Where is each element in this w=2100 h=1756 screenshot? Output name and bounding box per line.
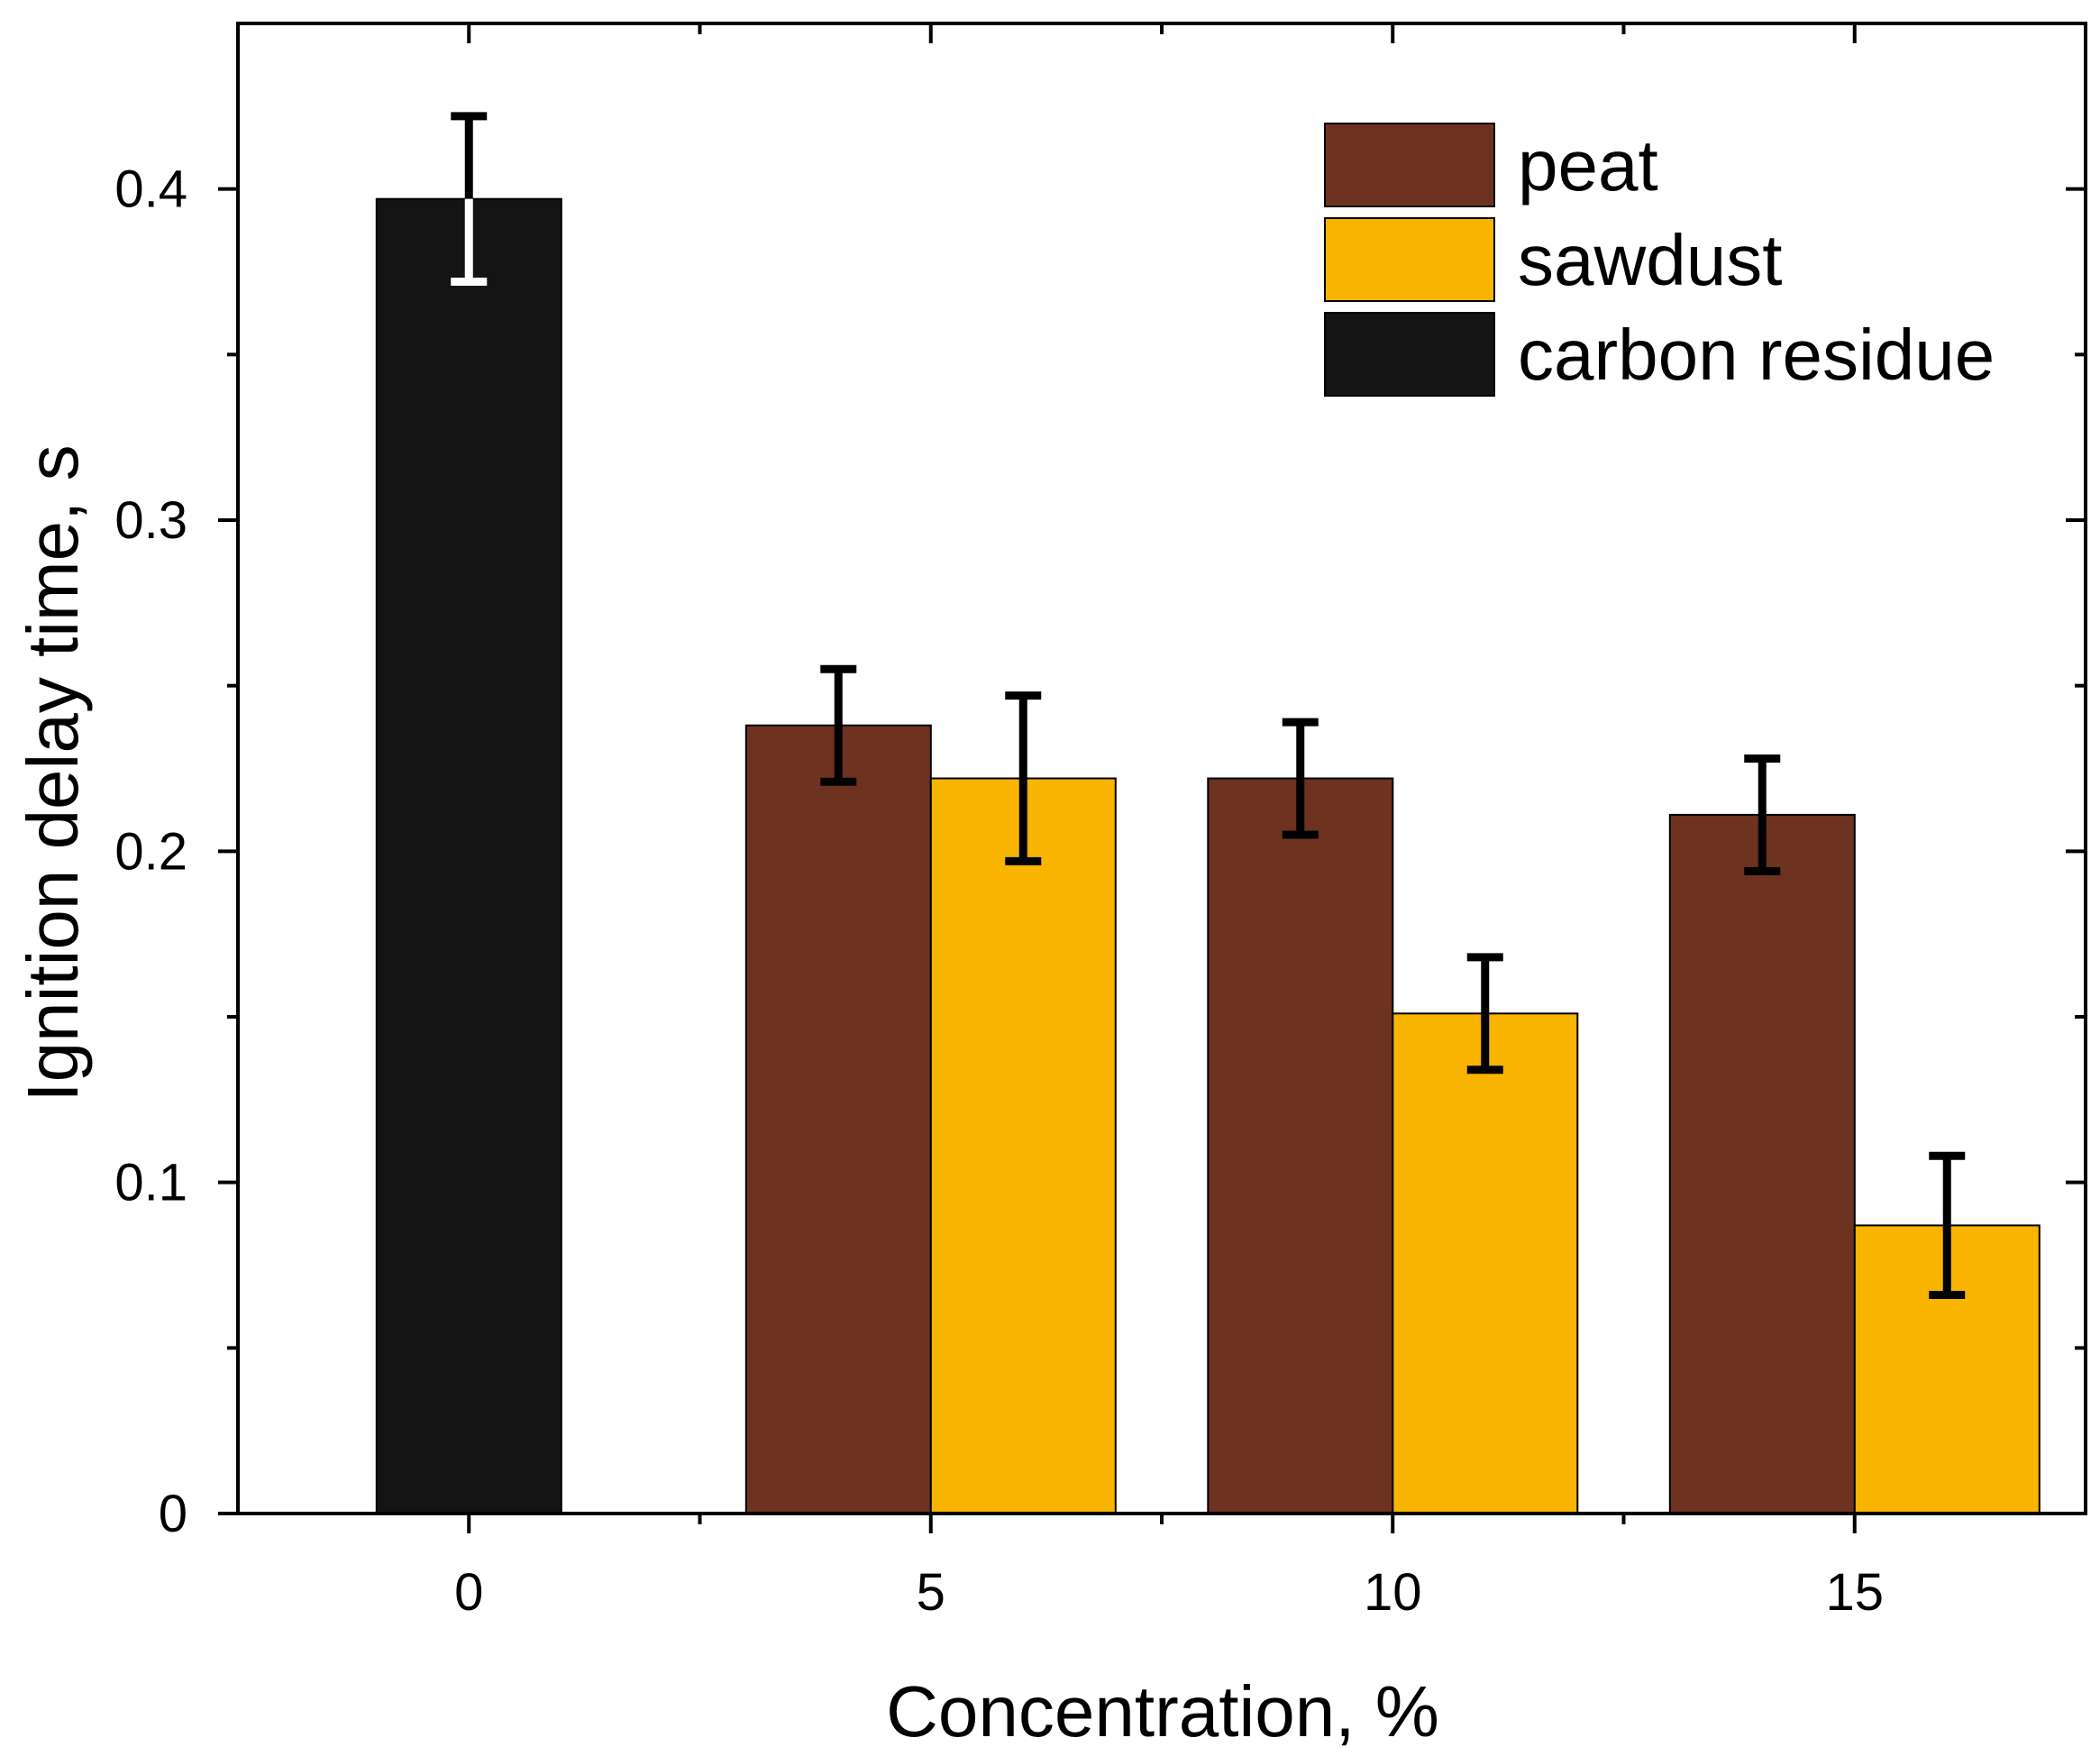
legend-swatch-sawdust (1324, 217, 1495, 302)
legend: peat sawdust carbon residue (1324, 123, 1995, 397)
legend-swatch-peat (1324, 123, 1495, 207)
error-bar-peat-15 (1744, 754, 1781, 875)
bar-carbon-residue-0 (375, 197, 562, 1515)
x-axis-title: Concentration, % (886, 1671, 1439, 1751)
bar-sawdust-10 (1392, 1012, 1579, 1515)
y-axis-title: Ignition delay time, s (13, 444, 93, 1102)
x-tick-label: 15 (1825, 1563, 1884, 1622)
axes-layer (218, 22, 2087, 1533)
y-tick-label: 0.3 (114, 491, 187, 550)
error-bar-sawdust-5 (1005, 691, 1042, 865)
x-tick-label: 0 (454, 1563, 483, 1622)
x-tick-label: 10 (1364, 1563, 1422, 1622)
bar-peat-15 (1668, 813, 1856, 1514)
error-bar-carbon-residue-0 (451, 112, 488, 287)
legend-label-sawdust: sawdust (1518, 220, 1782, 300)
y-tick-label: 0.1 (114, 1154, 187, 1212)
error-bar-sawdust-15 (1929, 1151, 1966, 1300)
error-bars-layer (451, 112, 1966, 1300)
legend-swatch-carbon-residue (1324, 312, 1495, 397)
y-tick-label: 0.4 (114, 160, 187, 219)
bar-peat-10 (1207, 777, 1394, 1514)
tick-labels-layer: 0 5 10 15 0 0.1 0.2 0.3 0.4 (114, 160, 1884, 1622)
legend-label-peat: peat (1518, 125, 1658, 206)
bar-peat-5 (744, 724, 932, 1514)
y-tick-label: 0.2 (114, 822, 187, 881)
bars-layer (375, 197, 2041, 1515)
bar-sawdust-5 (929, 777, 1117, 1514)
error-bar-peat-10 (1282, 718, 1319, 839)
error-bar-peat-5 (820, 664, 857, 786)
error-bar-sawdust-10 (1466, 953, 1503, 1075)
legend-label-carbon-residue: carbon residue (1518, 315, 1995, 395)
y-tick-label: 0 (159, 1485, 187, 1543)
x-tick-label: 5 (917, 1563, 945, 1622)
